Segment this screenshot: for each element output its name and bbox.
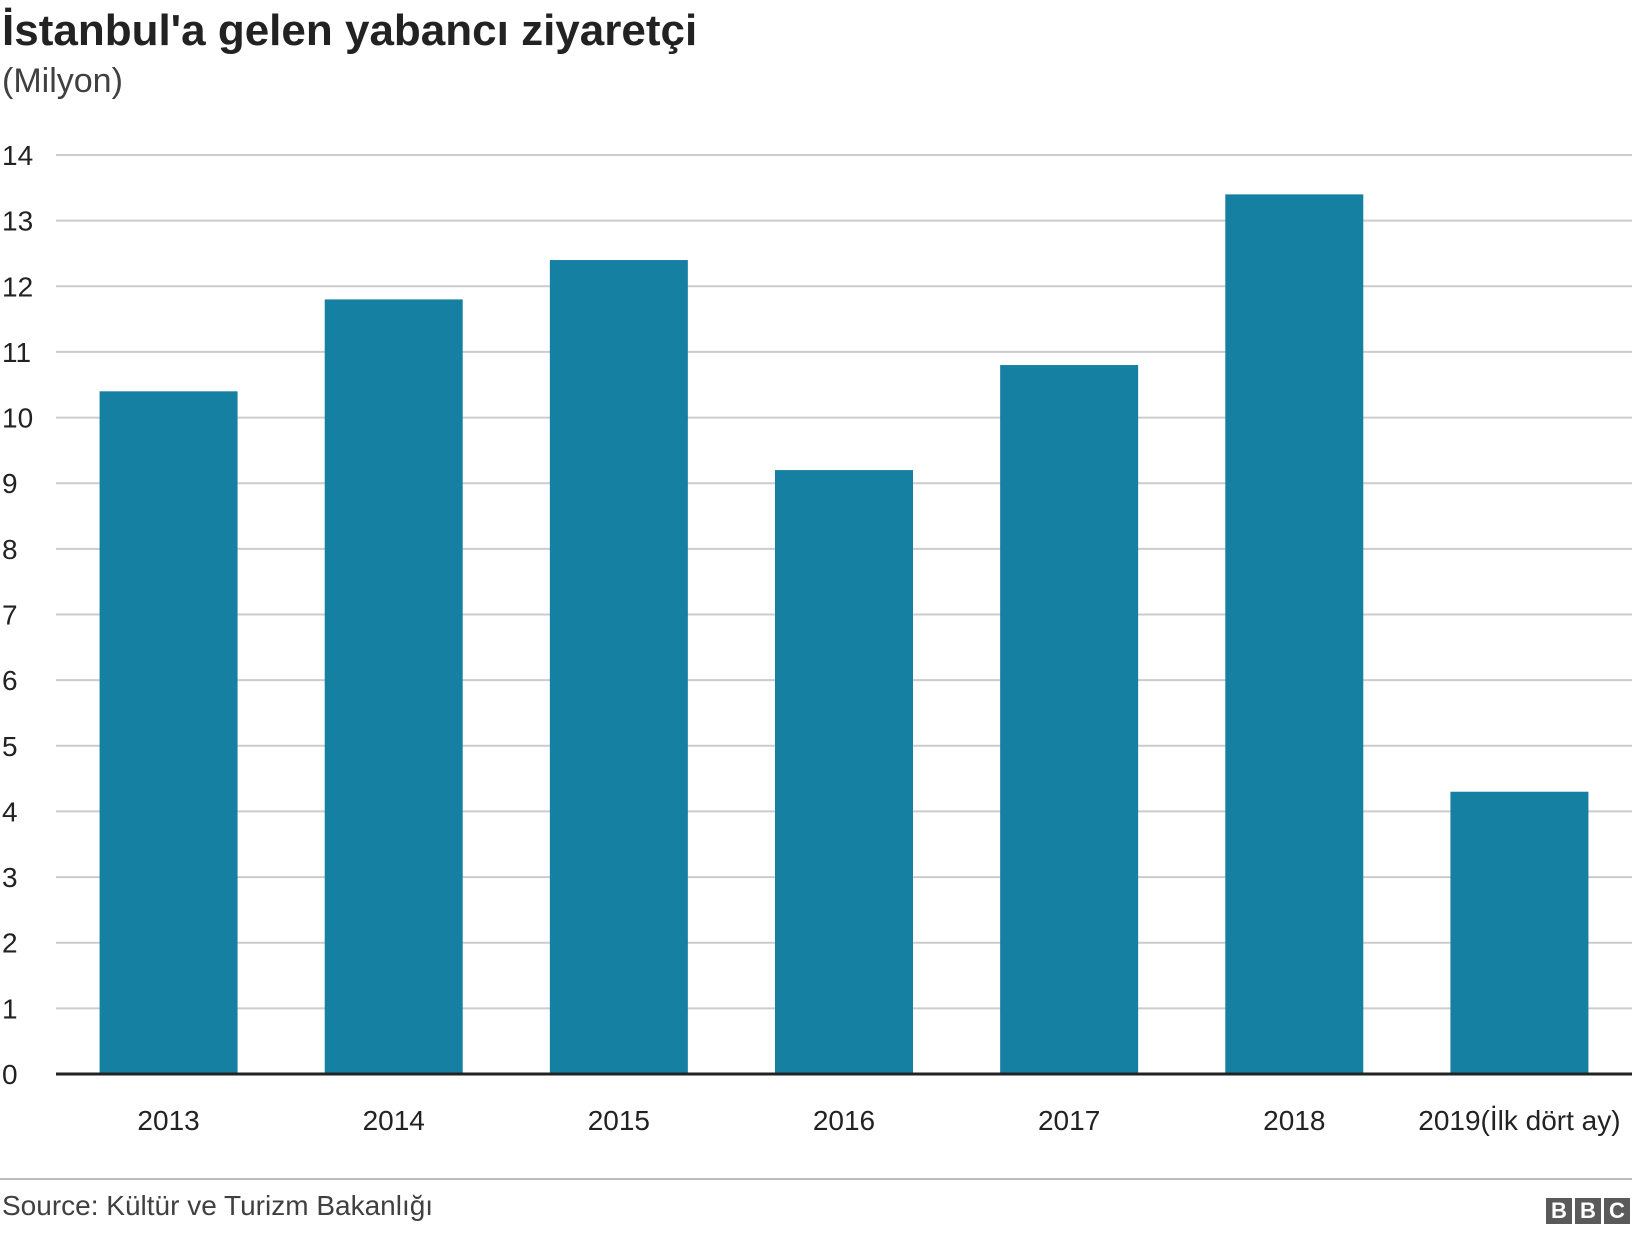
y-tick-label: 14 bbox=[2, 140, 33, 171]
source-note: Source: Kültür ve Turizm Bakanlığı bbox=[2, 1190, 434, 1221]
logo-letter: B bbox=[1575, 1198, 1601, 1224]
bar-2019-lk-d-rt-ay- bbox=[1450, 791, 1589, 1074]
logo-letter: C bbox=[1604, 1198, 1630, 1224]
x-tick-label: 2017 bbox=[1038, 1105, 1100, 1136]
y-tick-label: 12 bbox=[2, 271, 33, 302]
bar-2013 bbox=[99, 391, 238, 1074]
y-tick-label: 5 bbox=[2, 731, 18, 762]
chart-title: İstanbul'a gelen yabancı ziyaretçi bbox=[2, 6, 698, 55]
bar-2015 bbox=[549, 260, 688, 1074]
bar-2014 bbox=[324, 299, 463, 1074]
y-tick-label: 3 bbox=[2, 862, 18, 893]
y-tick-label: 6 bbox=[2, 665, 18, 696]
x-tick-label: 2018 bbox=[1263, 1105, 1325, 1136]
x-tick-label: 2014 bbox=[363, 1105, 425, 1136]
x-tick-label: 2013 bbox=[137, 1105, 199, 1136]
x-tick-label: 2015 bbox=[588, 1105, 650, 1136]
logo-letter: B bbox=[1546, 1198, 1572, 1224]
y-tick-label: 9 bbox=[2, 468, 18, 499]
y-tick-label: 1 bbox=[2, 993, 18, 1024]
x-tick-label: 2019(İlk dört ay) bbox=[1418, 1105, 1620, 1136]
bar-2017 bbox=[1000, 365, 1139, 1074]
chart-subtitle: (Milyon) bbox=[2, 62, 123, 100]
y-tick-label: 8 bbox=[2, 534, 18, 565]
x-tick-label: 2016 bbox=[813, 1105, 875, 1136]
bars bbox=[99, 194, 1589, 1075]
y-tick-label: 7 bbox=[2, 600, 18, 631]
bbc-logo: B B C bbox=[1546, 1198, 1630, 1224]
y-tick-label: 2 bbox=[2, 928, 18, 959]
bar-2016 bbox=[775, 470, 913, 1075]
y-tick-label: 13 bbox=[2, 206, 33, 237]
x-axis-ticks: 2013 2014 2015 2016 2017 2018 2019(İlk dört ay… bbox=[137, 1105, 1620, 1136]
bar-2018 bbox=[1225, 194, 1364, 1074]
footer-divider bbox=[0, 1178, 1632, 1180]
y-tick-label: 11 bbox=[2, 337, 31, 368]
y-tick-label: 4 bbox=[2, 796, 18, 827]
y-tick-label: 0 bbox=[2, 1059, 18, 1090]
y-tick-label: 10 bbox=[2, 403, 33, 434]
